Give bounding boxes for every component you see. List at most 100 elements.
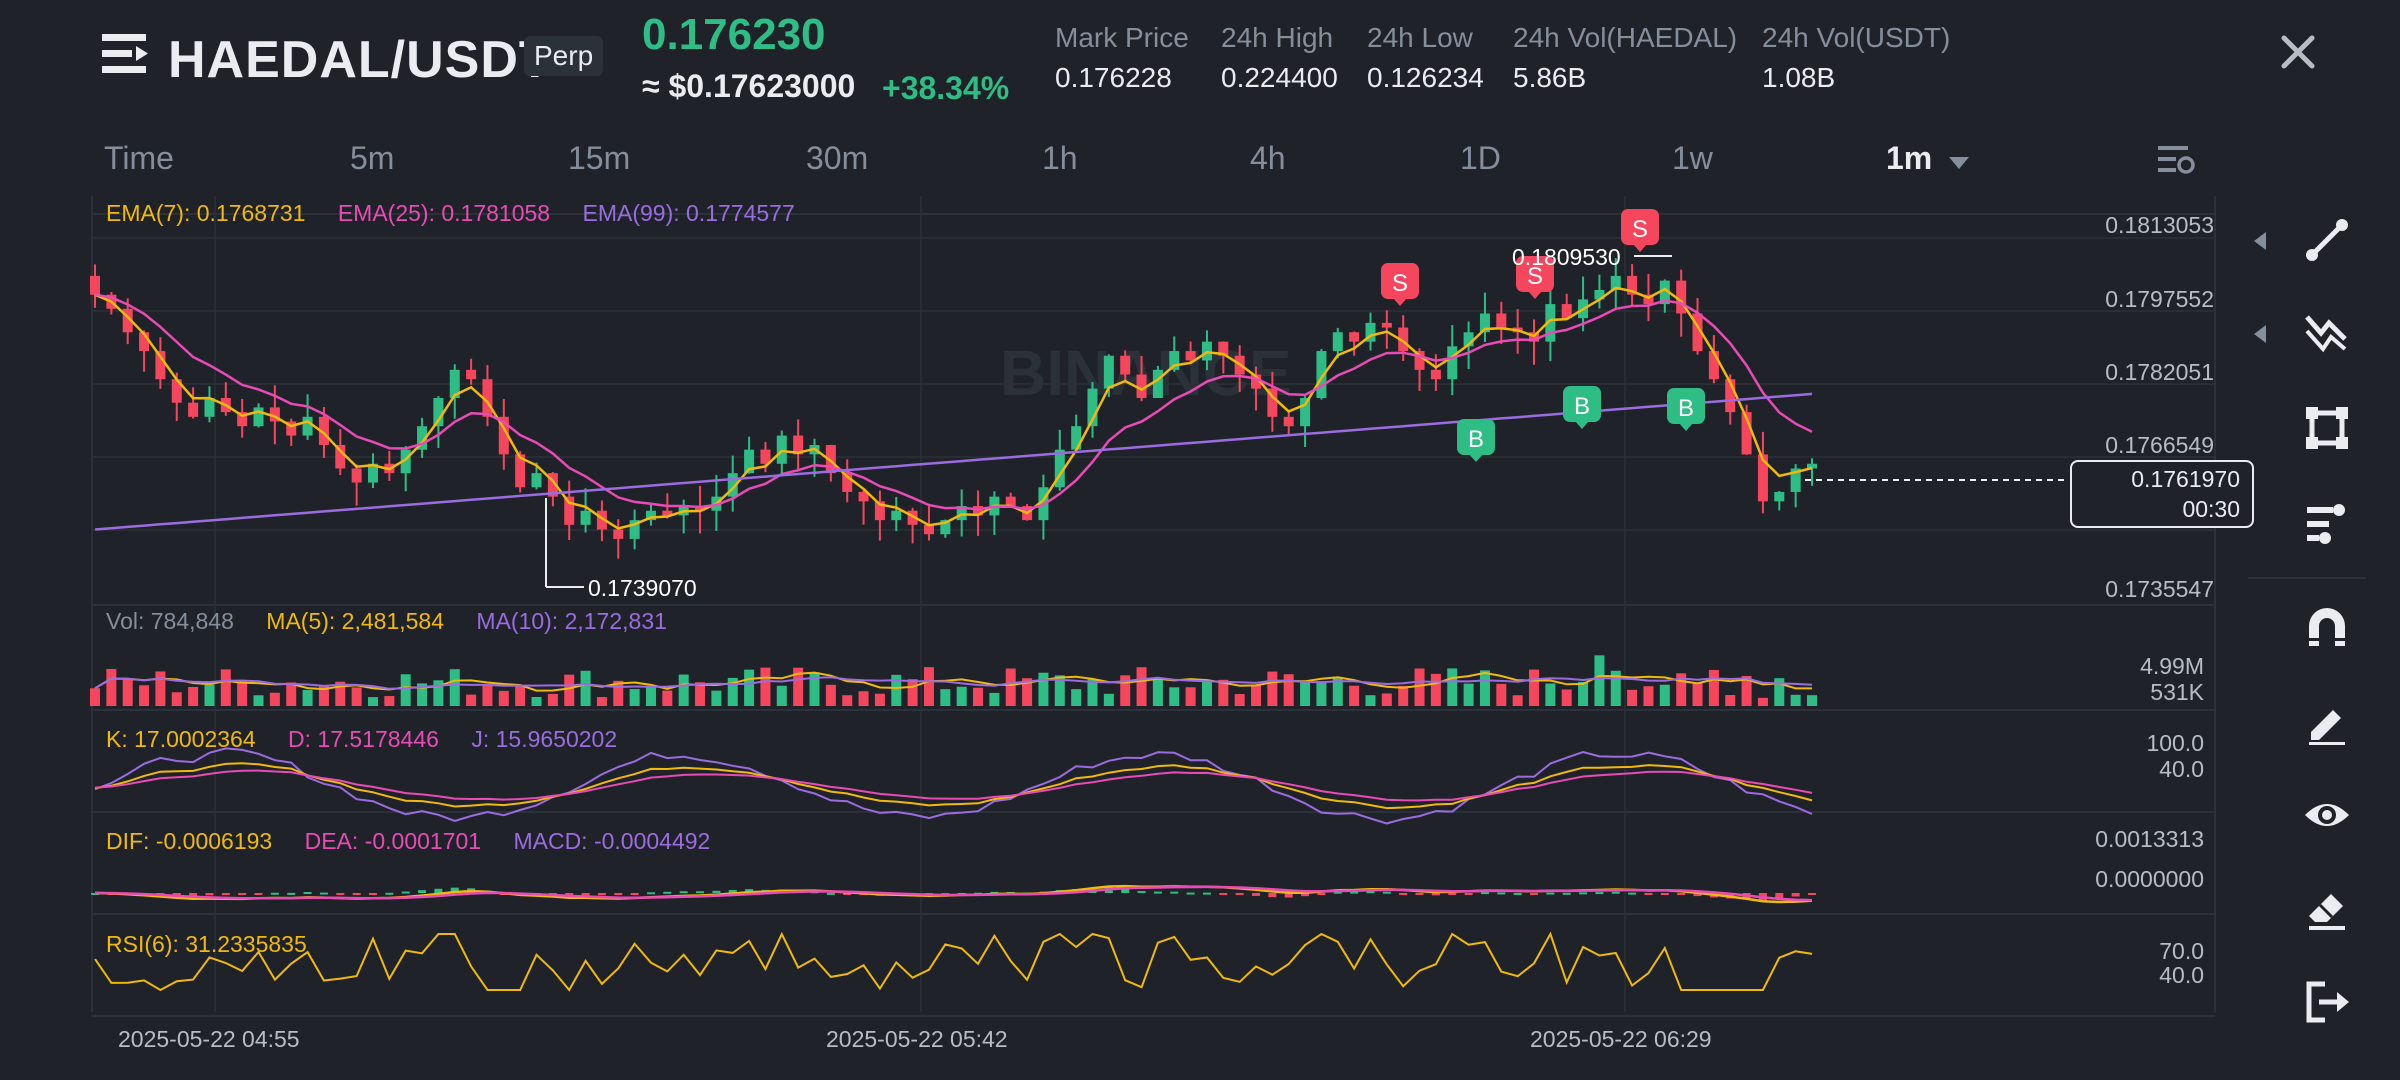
candle-body bbox=[1218, 341, 1229, 356]
stat-24h-vol-quote: 24h Vol(USDT) 1.08B bbox=[1762, 22, 1950, 94]
macd-bar bbox=[1480, 892, 1489, 895]
macd-bar bbox=[1513, 892, 1522, 895]
candle-body bbox=[1447, 346, 1458, 380]
candle-body bbox=[923, 524, 934, 535]
candle-body bbox=[1120, 355, 1131, 375]
eraser-icon[interactable] bbox=[2292, 873, 2362, 943]
candle-body bbox=[1757, 454, 1768, 502]
stat-value: 0.126234 bbox=[1367, 62, 1484, 93]
macd-bar bbox=[728, 889, 737, 893]
volume-bar bbox=[204, 684, 215, 706]
macd-bar bbox=[1333, 891, 1342, 894]
stat-24h-vol-base: 24h Vol(HAEDAL) 5.86B bbox=[1513, 22, 1737, 94]
volume-bar bbox=[678, 674, 689, 706]
close-icon[interactable] bbox=[2278, 32, 2318, 72]
candle-body bbox=[253, 407, 264, 427]
macd-bar bbox=[1628, 892, 1637, 895]
candle-body bbox=[498, 416, 509, 455]
volume-bar bbox=[907, 679, 918, 706]
volume-bar bbox=[367, 697, 378, 706]
volume-bar bbox=[645, 686, 656, 706]
volume-bar bbox=[1201, 680, 1212, 706]
volume-bar bbox=[1038, 672, 1049, 706]
candle-body bbox=[645, 510, 656, 521]
candle-body bbox=[302, 416, 313, 436]
volume-bar bbox=[809, 672, 820, 706]
stat-label: 24h High bbox=[1221, 22, 1334, 53]
macd-bar bbox=[254, 893, 263, 895]
macd-bar bbox=[663, 891, 672, 894]
kdj-legend: K: 17.0002364 D: 17.5178446 J: 15.965020… bbox=[106, 726, 617, 753]
menu-icon[interactable] bbox=[100, 30, 150, 78]
expand-arrow-icon[interactable] bbox=[2252, 232, 2266, 255]
volume-bar bbox=[1398, 685, 1409, 706]
volume-bar bbox=[318, 685, 329, 706]
tab-15m[interactable]: 15m bbox=[568, 140, 631, 176]
candle-body bbox=[1071, 426, 1082, 450]
tab-time[interactable]: Time bbox=[104, 140, 174, 176]
chart-grid bbox=[91, 196, 2216, 1017]
volume-bar bbox=[1185, 687, 1196, 706]
macd-bar bbox=[319, 892, 328, 895]
marker-badge bbox=[1667, 388, 1705, 424]
stat-24h-low: 24h Low 0.126234 bbox=[1367, 22, 1484, 94]
tab-4h[interactable]: 4h bbox=[1250, 140, 1286, 176]
volume-bar bbox=[825, 684, 836, 706]
volume-bar bbox=[482, 685, 493, 706]
candle-body bbox=[90, 275, 100, 295]
volume-bar bbox=[302, 689, 313, 706]
candle-body bbox=[171, 379, 182, 403]
volume-bar bbox=[1708, 669, 1719, 706]
symbol-title[interactable]: HAEDAL/USDT bbox=[168, 31, 552, 89]
tab-1w[interactable]: 1w bbox=[1672, 140, 1713, 176]
volume-bar bbox=[1692, 682, 1703, 706]
rsi-legend: RSI(6): 31.2335835 bbox=[106, 931, 307, 958]
tab-1m-dropdown[interactable]: 1m bbox=[1886, 140, 1970, 179]
macd-bar bbox=[1644, 893, 1653, 895]
candle-body bbox=[1152, 369, 1163, 399]
macd-bar bbox=[826, 892, 835, 895]
volume-bar bbox=[1643, 686, 1654, 706]
macd-histogram bbox=[91, 884, 1816, 904]
candle-body bbox=[940, 520, 951, 535]
marker-pointer bbox=[1633, 244, 1647, 252]
candle-body bbox=[1643, 294, 1654, 305]
macd-bar bbox=[1219, 893, 1228, 895]
candle-body bbox=[1185, 351, 1196, 361]
candle-body bbox=[204, 398, 215, 417]
stat-label: 24h Vol(HAEDAL) bbox=[1513, 22, 1738, 53]
volume-legend: Vol: 784,848 MA(5): 2,481,584 MA(10): 2,… bbox=[106, 608, 667, 635]
expand-arrow-icon[interactable] bbox=[2252, 325, 2266, 348]
volume-bar bbox=[744, 669, 755, 706]
pencil-icon[interactable] bbox=[2292, 687, 2362, 757]
chart-settings-icon[interactable] bbox=[2156, 140, 2196, 180]
candle-body bbox=[1349, 332, 1360, 342]
macd-bar bbox=[385, 892, 394, 895]
candle-body bbox=[449, 369, 460, 399]
tab-1h[interactable]: 1h bbox=[1042, 140, 1078, 176]
macd-bar bbox=[1186, 892, 1195, 895]
volume-bar bbox=[1594, 655, 1605, 706]
y-tick-3: 0.1782051 bbox=[2105, 359, 2214, 385]
tab-30m[interactable]: 30m bbox=[806, 140, 869, 176]
magnet-icon[interactable] bbox=[2292, 593, 2362, 663]
marker-badge bbox=[1563, 386, 1601, 422]
price-range-icon[interactable] bbox=[2292, 488, 2362, 558]
buy-marker: B bbox=[1563, 386, 1601, 429]
tab-5m[interactable]: 5m bbox=[350, 140, 395, 176]
candle-body bbox=[760, 449, 771, 464]
macd-bar bbox=[1202, 892, 1211, 895]
exit-icon[interactable] bbox=[2292, 967, 2362, 1037]
candle-body bbox=[1676, 280, 1687, 314]
eye-icon[interactable] bbox=[2292, 780, 2362, 850]
trend-line-icon[interactable] bbox=[2292, 205, 2362, 275]
macd-bar bbox=[1677, 893, 1686, 895]
toolbar-divider bbox=[2248, 577, 2366, 579]
rectangle-icon[interactable] bbox=[2292, 393, 2362, 463]
macd-bar bbox=[1562, 892, 1571, 895]
j-line bbox=[94, 747, 1813, 825]
candle-body bbox=[531, 473, 542, 488]
tab-1d[interactable]: 1D bbox=[1460, 140, 1501, 176]
fib-lines-icon[interactable] bbox=[2292, 298, 2362, 368]
